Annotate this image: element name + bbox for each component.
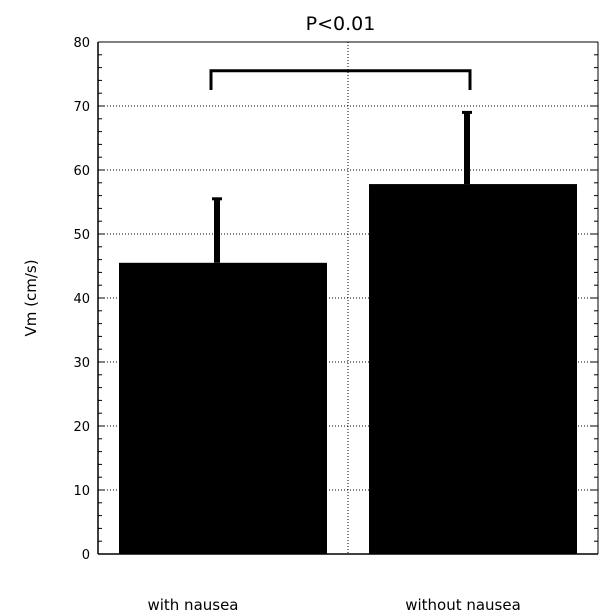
plot-frame	[97, 41, 599, 555]
significance-bracket	[209, 69, 472, 90]
bars	[119, 184, 577, 554]
bar-0	[119, 262, 327, 554]
category-label-with-nausea: with nausea	[147, 596, 238, 614]
bar-1	[369, 184, 577, 554]
y-tick-label-60: 60	[73, 164, 90, 179]
y-tick-label-10: 10	[73, 484, 90, 499]
y-tick-label-0: 0	[82, 548, 90, 563]
significance-label: P<0.01	[306, 13, 376, 35]
significance-annotation: P<0.01	[209, 13, 472, 90]
y-tick-label-50: 50	[73, 228, 90, 243]
gridlines	[98, 42, 598, 554]
y-axis-title: Vm (cm/s)	[22, 259, 40, 336]
y-tick-label-70: 70	[73, 100, 90, 115]
y-tick-label-20: 20	[73, 420, 90, 435]
y-tick-label-80: 80	[73, 36, 90, 51]
y-tick-label-40: 40	[73, 292, 90, 307]
y-tick-label-30: 30	[73, 356, 90, 371]
error-bars	[212, 110, 472, 263]
y-axis: 0 10 20 30 40 50 60 70 80	[73, 36, 598, 563]
category-label-without-nausea: without nausea	[405, 596, 521, 614]
